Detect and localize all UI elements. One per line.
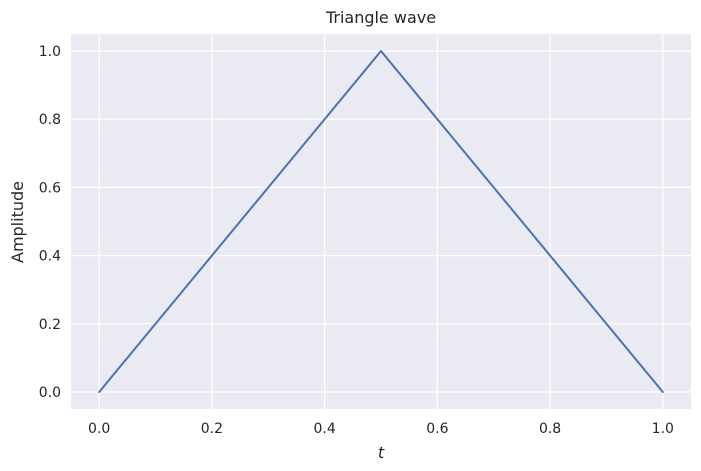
series-group [98,50,664,393]
x-axis-label: t [378,443,385,462]
x-tick-label: 0.4 [314,421,336,437]
x-tick-labels: 0.0 0.2 0.4 0.6 0.8 1.0 [88,421,674,437]
y-tick-label: 1.0 [39,44,61,60]
x-tick-label: 0.0 [88,421,110,437]
x-tick-label: 0.6 [426,421,448,437]
y-tick-label: 0.2 [39,317,61,333]
series-line [98,50,664,393]
x-tick-label: 1.0 [652,421,674,437]
chart-title: Triangle wave [325,8,436,27]
x-tick-label: 0.2 [201,421,223,437]
y-tick-label: 0.4 [39,249,61,265]
y-tick-label: 0.6 [39,180,61,196]
y-tick-labels: 0.0 0.2 0.4 0.6 0.8 1.0 [39,44,61,401]
x-tick-label: 0.8 [539,421,561,437]
y-tick-label: 0.8 [39,112,61,128]
y-axis-label: Amplitude [8,181,27,263]
y-tick-label: 0.0 [39,385,61,401]
grid [71,34,691,409]
plot-area [71,34,691,409]
